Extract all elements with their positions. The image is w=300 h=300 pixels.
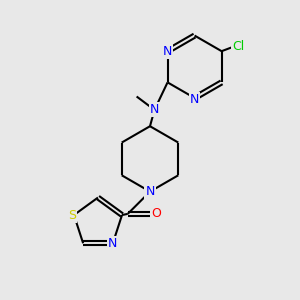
Text: S: S (68, 208, 76, 221)
Text: Cl: Cl (232, 40, 244, 53)
Text: N: N (163, 45, 172, 58)
Text: N: N (150, 103, 159, 116)
Text: N: N (145, 185, 155, 198)
Text: O: O (151, 207, 161, 220)
Text: N: N (108, 237, 118, 250)
Text: N: N (190, 93, 199, 106)
